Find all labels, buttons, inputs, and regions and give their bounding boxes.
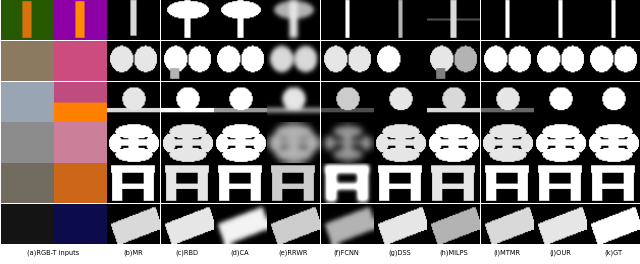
Text: (h)MILPS: (h)MILPS — [439, 250, 468, 256]
Text: (e)RRWR: (e)RRWR — [278, 250, 308, 256]
Text: (j)OUR: (j)OUR — [549, 250, 571, 256]
Text: (b)MR: (b)MR — [124, 250, 143, 256]
Text: (g)DSS: (g)DSS — [388, 250, 412, 256]
Text: (f)FCNN: (f)FCNN — [334, 250, 360, 256]
Text: (d)CA: (d)CA — [230, 250, 250, 256]
Text: (c)RBD: (c)RBD — [175, 250, 198, 256]
Text: (a)RGB-T inputs: (a)RGB-T inputs — [28, 250, 79, 256]
Text: (i)MTMR: (i)MTMR — [493, 250, 520, 256]
Text: (k)GT: (k)GT — [604, 250, 622, 256]
